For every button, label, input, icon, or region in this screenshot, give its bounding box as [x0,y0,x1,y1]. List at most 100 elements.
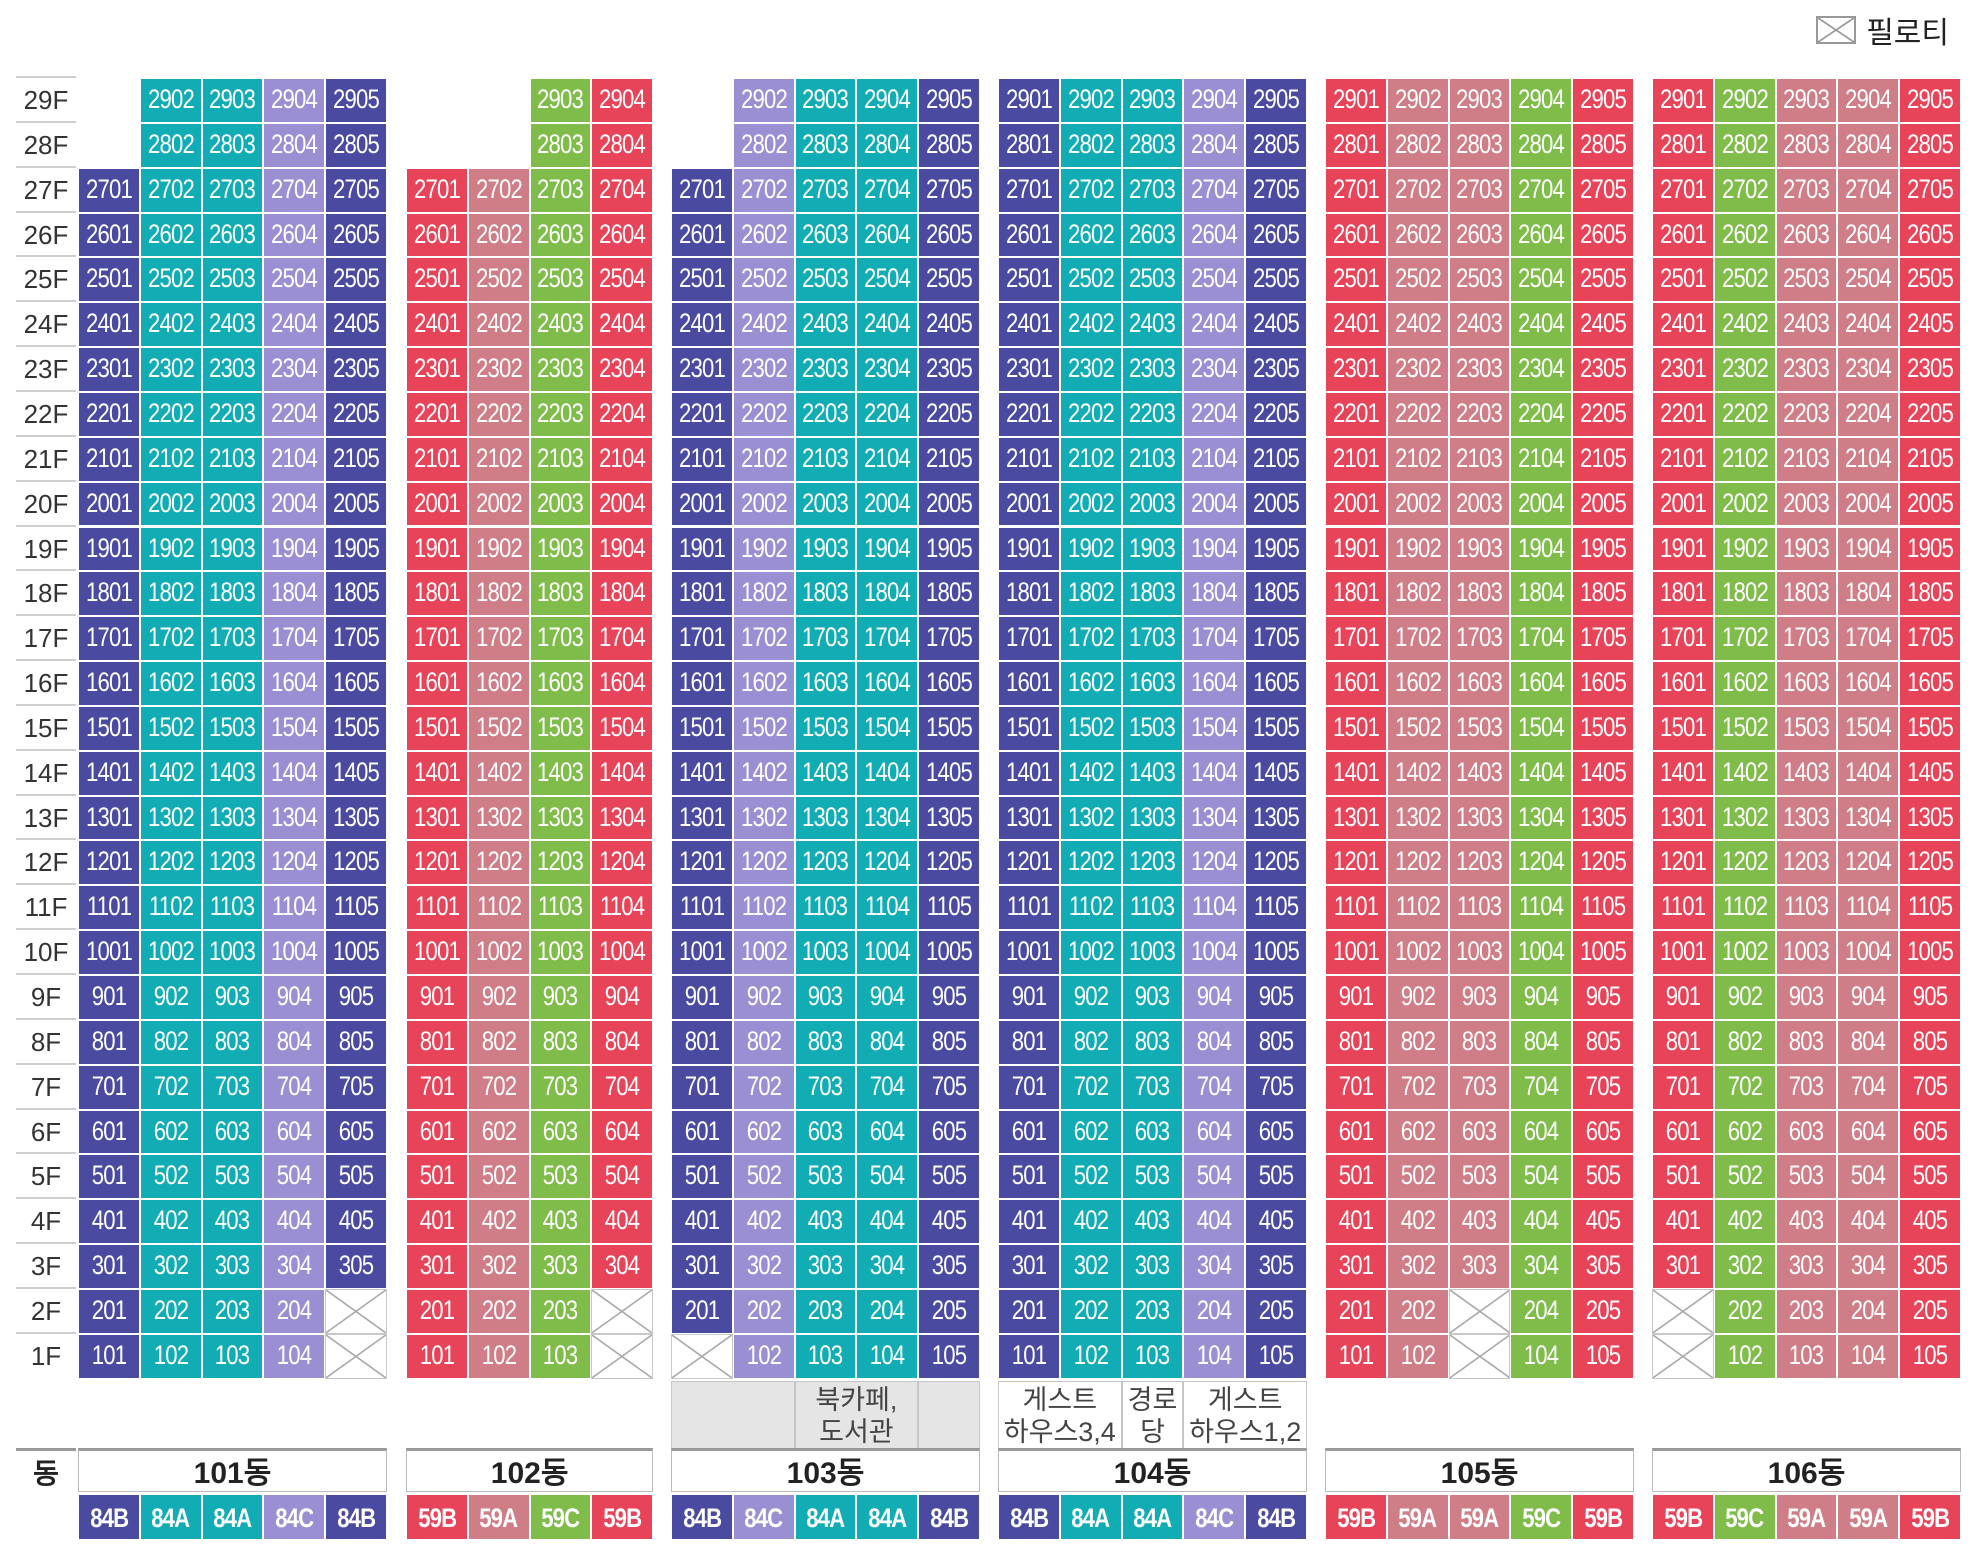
unit-cell[interactable]: 304 [1837,1244,1900,1289]
unit-cell[interactable]: 505 [1572,1154,1634,1200]
unit-cell[interactable]: 1202 [1713,840,1776,886]
unit-cell[interactable]: 802 [732,1019,795,1065]
unit-cell[interactable]: 2802 [1386,122,1449,168]
unit-cell[interactable]: 105 [1899,1333,1961,1379]
unit-cell[interactable]: 1205 [325,840,387,886]
unit-cell[interactable]: 1101 [1652,885,1714,931]
unit-cell[interactable]: 2301 [1652,347,1714,392]
unit-cell[interactable]: 2902 [732,78,795,123]
unit-cell[interactable]: 703 [529,1064,592,1110]
unit-cell[interactable]: 804 [263,1019,326,1065]
unit-cell[interactable]: 1801 [1325,571,1387,617]
unit-cell[interactable]: 401 [998,1199,1060,1245]
unit-cell[interactable]: 705 [1899,1064,1961,1110]
unit-cell[interactable]: 2904 [263,78,326,123]
unit-cell[interactable]: 2701 [1652,167,1714,213]
unit-cell[interactable]: 201 [671,1288,733,1334]
unit-cell[interactable]: 801 [78,1019,140,1065]
unit-cell[interactable]: 1905 [325,526,387,572]
unit-cell[interactable]: 1801 [671,571,733,617]
unit-cell[interactable]: 1901 [998,526,1060,572]
unit-cell[interactable]: 2905 [1245,78,1307,123]
unit-cell[interactable]: 1802 [139,571,202,617]
unit-cell[interactable]: 2803 [794,122,857,168]
unit-cell[interactable]: 1904 [1510,526,1573,572]
unit-cell[interactable]: 902 [1059,975,1122,1020]
unit-cell[interactable]: 602 [1713,1109,1776,1155]
unit-cell[interactable]: 1704 [1183,616,1246,662]
unit-cell[interactable]: 2005 [325,481,387,527]
unit-cell[interactable]: 2205 [325,391,387,437]
unit-cell[interactable]: 902 [732,975,795,1020]
unit-cell[interactable]: 2204 [1183,391,1246,437]
unit-cell[interactable]: 1202 [139,840,202,886]
unit-cell[interactable]: 1703 [1448,616,1511,662]
unit-cell[interactable]: 704 [856,1064,919,1110]
unit-cell[interactable]: 1305 [1245,795,1307,841]
unit-cell[interactable]: 2302 [1386,347,1449,392]
unit-cell[interactable]: 1703 [1121,616,1184,662]
unit-cell[interactable]: 2202 [1713,391,1776,437]
unit-cell[interactable]: 502 [1059,1154,1122,1200]
unit-cell[interactable]: 2402 [732,302,795,348]
unit-cell[interactable]: 1003 [794,930,857,975]
unit-cell[interactable]: 902 [1713,975,1776,1020]
unit-cell[interactable]: 1303 [1448,795,1511,841]
unit-cell[interactable]: 305 [918,1244,980,1289]
unit-cell[interactable]: 802 [139,1019,202,1065]
unit-cell[interactable]: 1202 [1059,840,1122,886]
unit-cell[interactable]: 1305 [918,795,980,841]
unit-cell[interactable]: 601 [1325,1109,1387,1155]
unit-cell[interactable]: 2804 [1837,122,1900,168]
unit-cell[interactable]: 1402 [467,750,530,796]
unit-cell[interactable]: 503 [201,1154,264,1200]
unit-cell[interactable]: 1303 [794,795,857,841]
unit-cell[interactable]: 2404 [1510,302,1573,348]
unit-cell[interactable]: 2401 [1652,302,1714,348]
unit-cell[interactable]: 1001 [998,930,1060,975]
unit-cell[interactable]: 1305 [1572,795,1634,841]
unit-cell[interactable]: 2004 [1837,481,1900,527]
unit-cell[interactable]: 203 [201,1288,264,1334]
unit-cell[interactable]: 401 [78,1199,140,1245]
unit-cell[interactable]: 2501 [78,257,140,303]
unit-cell[interactable]: 304 [1510,1244,1573,1289]
unit-cell[interactable]: 2201 [998,391,1060,437]
unit-cell[interactable]: 2501 [998,257,1060,303]
unit-cell[interactable]: 602 [732,1109,795,1155]
unit-cell[interactable]: 405 [1899,1199,1961,1245]
unit-cell[interactable]: 604 [856,1109,919,1155]
unit-cell[interactable]: 1403 [529,750,592,796]
unit-cell[interactable]: 2405 [918,302,980,348]
unit-cell[interactable]: 702 [1059,1064,1122,1110]
unit-cell[interactable]: 504 [856,1154,919,1200]
unit-cell[interactable]: 1004 [1510,930,1573,975]
unit-cell[interactable]: 1204 [263,840,326,886]
unit-cell[interactable]: 2503 [529,257,592,303]
unit-cell[interactable]: 1503 [1775,705,1838,751]
unit-cell[interactable]: 1201 [998,840,1060,886]
unit-cell[interactable]: 701 [406,1064,468,1110]
unit-cell[interactable]: 601 [78,1109,140,1155]
unit-cell[interactable]: 2704 [1183,167,1246,213]
unit-cell[interactable]: 1002 [467,930,530,975]
unit-cell[interactable]: 604 [1510,1109,1573,1155]
unit-cell[interactable]: 2902 [1059,78,1122,123]
unit-cell[interactable]: 2704 [263,167,326,213]
unit-cell[interactable]: 2102 [1386,436,1449,482]
unit-cell[interactable]: 803 [1775,1019,1838,1065]
unit-cell[interactable]: 2801 [1652,122,1714,168]
unit-cell[interactable]: 704 [1837,1064,1900,1110]
unit-cell[interactable]: 405 [1245,1199,1307,1245]
unit-cell[interactable]: 2003 [529,481,592,527]
unit-cell[interactable]: 2403 [1448,302,1511,348]
unit-cell[interactable]: 2803 [1448,122,1511,168]
unit-cell[interactable]: 2802 [1713,122,1776,168]
unit-cell[interactable]: 1103 [1775,885,1838,931]
unit-cell[interactable]: 1505 [325,705,387,751]
unit-cell[interactable]: 2305 [1572,347,1634,392]
unit-cell[interactable]: 2001 [78,481,140,527]
unit-cell[interactable]: 203 [529,1288,592,1334]
unit-cell[interactable]: 2202 [1386,391,1449,437]
unit-cell[interactable]: 1403 [794,750,857,796]
